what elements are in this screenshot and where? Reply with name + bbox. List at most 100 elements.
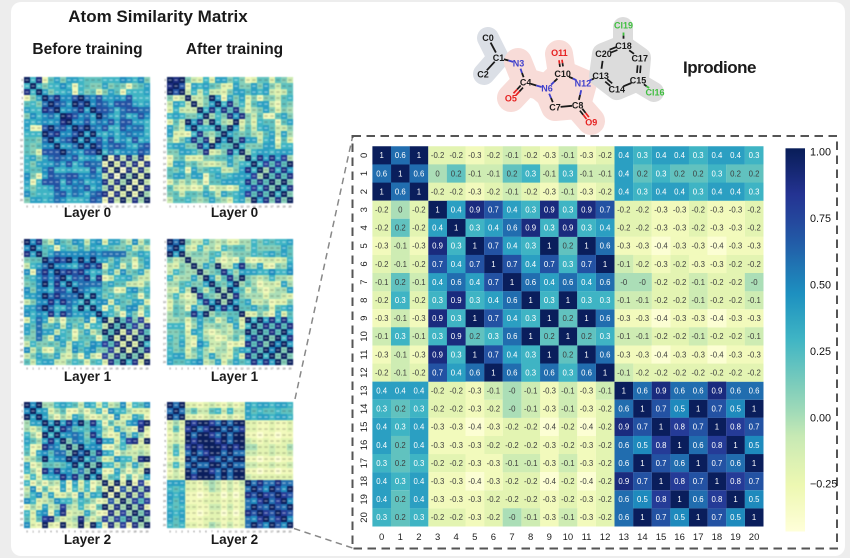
svg-text:-0.1: -0.1 (617, 368, 630, 377)
svg-text:-0.1: -0.1 (561, 151, 574, 160)
svg-text:-0.3: -0.3 (543, 151, 556, 160)
svg-text:15: 15 (656, 532, 667, 543)
svg-text:-0.2: -0.2 (561, 441, 574, 450)
svg-text:0.6: 0.6 (693, 441, 704, 450)
svg-text:-0.1: -0.1 (617, 332, 630, 341)
svg-text:1: 1 (529, 332, 533, 341)
svg-text:0.3: 0.3 (600, 296, 611, 305)
svg-text:0.3: 0.3 (376, 513, 387, 522)
svg-text:0.6: 0.6 (618, 405, 629, 414)
svg-text:0.3: 0.3 (469, 296, 480, 305)
svg-text:1: 1 (417, 187, 421, 196)
svg-text:5: 5 (56, 206, 58, 209)
svg-text:0.3: 0.3 (581, 224, 592, 233)
svg-text:-0.2: -0.2 (710, 368, 723, 377)
svg-text:13: 13 (247, 367, 250, 370)
svg-text:0.6: 0.6 (376, 169, 387, 178)
svg-text:-0.2: -0.2 (673, 278, 686, 287)
svg-text:-0.3: -0.3 (543, 441, 556, 450)
svg-text:18: 18 (277, 367, 280, 370)
svg-text:-0.2: -0.2 (449, 459, 462, 468)
svg-text:6: 6 (205, 531, 207, 534)
svg-text:0.6: 0.6 (451, 278, 462, 287)
svg-text:0.3: 0.3 (581, 296, 592, 305)
svg-text:-0.2: -0.2 (729, 260, 742, 269)
svg-text:9: 9 (547, 532, 552, 543)
svg-text:15: 15 (163, 494, 166, 497)
svg-text:-0.3: -0.3 (412, 242, 425, 251)
svg-text:11: 11 (582, 532, 592, 543)
svg-text:-0.3: -0.3 (412, 350, 425, 359)
svg-text:-0.3: -0.3 (729, 224, 742, 233)
svg-text:0.6: 0.6 (618, 495, 629, 504)
svg-text:-0.2: -0.2 (617, 224, 630, 233)
svg-text:-0.3: -0.3 (636, 242, 649, 251)
svg-text:-0.3: -0.3 (654, 260, 667, 269)
svg-text:6: 6 (21, 277, 23, 280)
svg-text:18: 18 (133, 206, 136, 209)
svg-text:8: 8 (217, 367, 219, 370)
svg-text:-0.1: -0.1 (561, 187, 574, 196)
svg-text:-0.2: -0.2 (673, 296, 686, 305)
svg-text:-0.2: -0.2 (598, 513, 611, 522)
svg-text:-0: -0 (639, 278, 647, 287)
svg-text:1: 1 (491, 260, 495, 269)
svg-text:-0.3: -0.3 (468, 405, 481, 414)
svg-text:12: 12 (241, 531, 244, 534)
svg-text:0.9: 0.9 (469, 206, 480, 215)
svg-text:-0.2: -0.2 (636, 368, 649, 377)
svg-text:2: 2 (21, 253, 23, 256)
svg-text:0.7: 0.7 (711, 405, 722, 414)
svg-text:5: 5 (164, 109, 166, 112)
svg-text:9: 9 (80, 367, 82, 370)
svg-text:7: 7 (211, 367, 213, 370)
svg-text:20: 20 (163, 524, 166, 527)
svg-text:0.4: 0.4 (413, 495, 425, 504)
svg-text:-0.2: -0.2 (691, 224, 704, 233)
svg-text:0: 0 (169, 531, 171, 534)
svg-text:0.9: 0.9 (432, 350, 443, 359)
svg-text:0.6: 0.6 (730, 459, 741, 468)
svg-text:15: 15 (163, 169, 166, 172)
svg-text:0.4: 0.4 (488, 224, 500, 233)
svg-text:12: 12 (20, 313, 23, 316)
svg-text:0.8: 0.8 (656, 495, 667, 504)
svg-text:1: 1 (21, 85, 23, 88)
svg-text:0.3: 0.3 (395, 296, 406, 305)
svg-text:3: 3 (164, 259, 166, 262)
svg-text:0.2: 0.2 (451, 169, 462, 178)
svg-text:1: 1 (603, 368, 607, 377)
svg-text:-0.1: -0.1 (394, 368, 407, 377)
svg-text:13: 13 (163, 482, 166, 485)
svg-text:8: 8 (21, 127, 23, 130)
svg-text:-0.3: -0.3 (543, 387, 556, 396)
svg-text:0.3: 0.3 (656, 169, 667, 178)
svg-text:-0.2: -0.2 (431, 405, 444, 414)
svg-text:0: 0 (164, 404, 166, 407)
svg-text:0.4: 0.4 (544, 278, 556, 287)
svg-text:0.3: 0.3 (637, 187, 648, 196)
svg-text:-0.2: -0.2 (505, 423, 518, 432)
svg-text:-0.3: -0.3 (543, 187, 556, 196)
svg-text:-0.2: -0.2 (524, 151, 537, 160)
svg-text:16: 16 (20, 337, 23, 340)
svg-text:10: 10 (163, 301, 166, 304)
svg-text:C8: C8 (572, 101, 584, 111)
svg-text:0.3: 0.3 (637, 151, 648, 160)
svg-text:0.4: 0.4 (469, 278, 481, 287)
svg-text:1: 1 (584, 350, 588, 359)
svg-text:1: 1 (32, 206, 34, 209)
svg-text:0.2: 0.2 (395, 459, 406, 468)
svg-text:0.9: 0.9 (562, 224, 573, 233)
svg-text:-0.3: -0.3 (468, 187, 481, 196)
svg-text:17: 17 (163, 506, 166, 509)
svg-text:-0.3: -0.3 (729, 314, 742, 323)
svg-text:15: 15 (115, 206, 118, 209)
svg-text:9: 9 (223, 367, 225, 370)
svg-text:11: 11 (91, 206, 94, 209)
svg-text:-0.3: -0.3 (580, 387, 593, 396)
svg-text:1: 1 (32, 531, 34, 534)
svg-text:0.25: 0.25 (810, 346, 831, 358)
svg-text:2: 2 (38, 531, 40, 534)
svg-text:13: 13 (247, 531, 250, 534)
